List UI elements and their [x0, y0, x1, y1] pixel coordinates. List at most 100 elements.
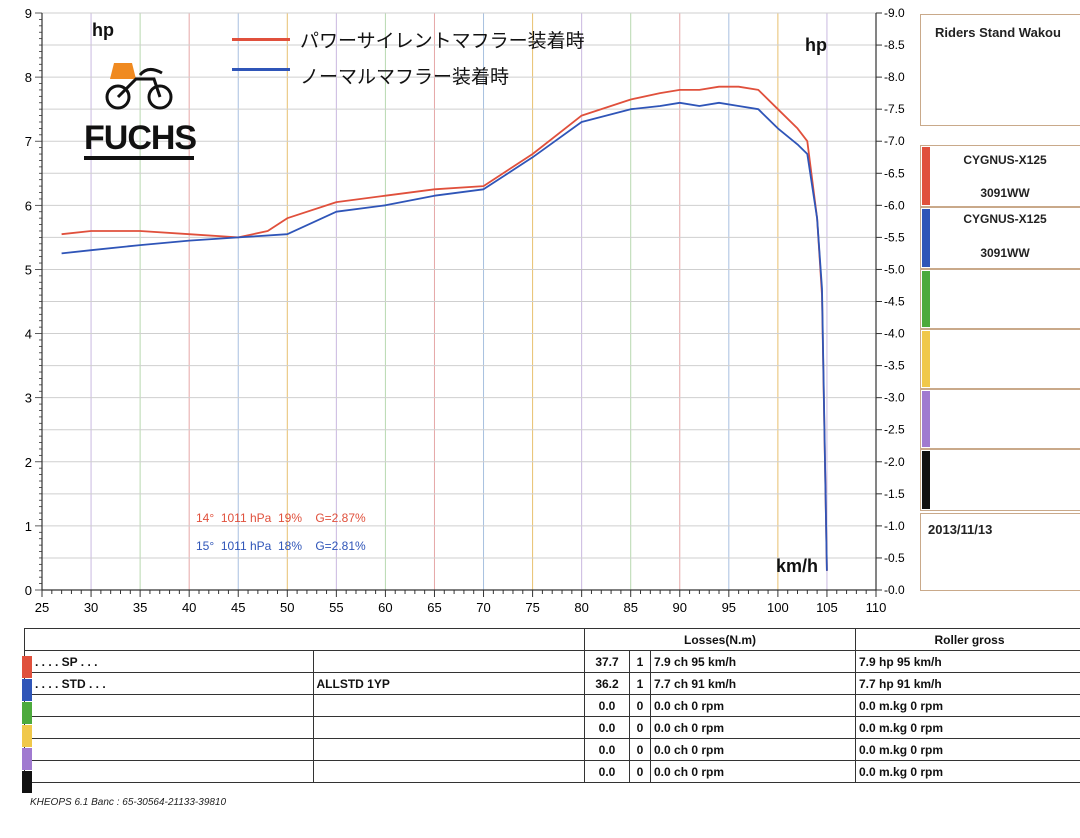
row-note: [312, 650, 585, 673]
row-color-5: [22, 748, 32, 770]
row-loss: 37.7: [584, 650, 630, 673]
vehicle-slot-1: [920, 145, 1080, 207]
svg-text:-1.0: -1.0: [884, 519, 905, 533]
table-row: 0.0 0 0.0 ch 0 rpm 0.0 m.kg 0 rpm: [24, 694, 1080, 717]
svg-text:30: 30: [84, 600, 98, 615]
logo-text: FUCHS: [84, 119, 197, 157]
row-n: 0: [629, 760, 651, 783]
row-roller: 7.9 hp 95 km/h: [855, 650, 1080, 673]
svg-text:-3.5: -3.5: [884, 359, 905, 373]
svg-text:105: 105: [816, 600, 838, 615]
svg-text:-7.5: -7.5: [884, 102, 905, 116]
y-axis-label-left: hp: [92, 20, 114, 40]
motorcycle-icon: [105, 63, 173, 110]
svg-text:-0.0: -0.0: [884, 583, 905, 597]
row-loss: 36.2: [584, 672, 630, 695]
vehicle-slot-2: [920, 207, 1080, 269]
legend-swatch-red: [232, 38, 290, 41]
row-color-2: [22, 679, 32, 701]
row-loss: 0.0: [584, 694, 630, 717]
row-loss: 0.0: [584, 738, 630, 761]
svg-text:-3.0: -3.0: [884, 391, 905, 405]
svg-text:25: 25: [35, 600, 49, 615]
table-row: . . . . SP . . . 37.7 1 7.9 ch 95 km/h 7…: [24, 650, 1080, 673]
row-note: ALLSTD 1YP: [312, 672, 585, 695]
vehicle-model-2: CYGNUS-X125: [963, 212, 1047, 226]
svg-text:60: 60: [378, 600, 392, 615]
row-ch: 0.0 ch 0 rpm: [650, 716, 856, 739]
svg-text:6: 6: [25, 198, 32, 213]
vehicle-slot-6: [920, 449, 1080, 511]
chart-series: [61, 85, 828, 571]
slot-color-3: [922, 271, 930, 327]
svg-text:7: 7: [25, 134, 32, 149]
svg-text:1: 1: [25, 519, 32, 534]
table-row: 0.0 0 0.0 ch 0 rpm 0.0 m.kg 0 rpm: [24, 738, 1080, 761]
row-loss: 0.0: [584, 760, 630, 783]
vehicle-plate-1: 3091WW: [980, 186, 1030, 200]
svg-text:65: 65: [427, 600, 441, 615]
table-row: . . . . STD . . . ALLSTD 1YP 36.2 1 7.7 …: [24, 672, 1080, 695]
row-n: 0: [629, 716, 651, 739]
vehicle-plate-2: 3091WW: [980, 246, 1030, 260]
legend-label-red: パワーサイレントマフラー装着時: [300, 30, 585, 52]
chart-axes: 25 30 35 40 45 50 55 60 65 70 75 80 85 90 95 100 105 1100…: [25, 6, 905, 615]
header-losses: Losses(N.m): [584, 628, 856, 651]
svg-text:-5.0: -5.0: [884, 262, 905, 276]
fuchs-logo: FUCHS: [84, 55, 197, 165]
svg-text:35: 35: [133, 600, 147, 615]
slot-color-2: [922, 209, 930, 267]
row-n: 1: [629, 650, 651, 673]
date-box: [920, 513, 1080, 591]
row-roller: 7.7 hp 91 km/h: [855, 672, 1080, 695]
legend-label-blue: ノーマルマフラー装着時: [300, 66, 510, 88]
row-n: 0: [629, 738, 651, 761]
svg-text:4: 4: [25, 327, 32, 342]
svg-text:-1.5: -1.5: [884, 487, 905, 501]
row-n: 0: [629, 694, 651, 717]
vehicle-model-1: CYGNUS-X125: [963, 153, 1047, 167]
svg-text:-4.0: -4.0: [884, 327, 905, 341]
row-note: [312, 694, 585, 717]
row-ch: 7.9 ch 95 km/h: [650, 650, 856, 673]
results-table: Losses(N.m) Roller gross . . . . SP . . …: [24, 628, 1080, 783]
row-note: [312, 716, 585, 739]
condition-blue: 15° 1011 hPa 18% G=2.81%: [196, 539, 366, 553]
svg-text:-8.5: -8.5: [884, 38, 905, 52]
row-color-4: [22, 725, 32, 747]
svg-text:-9.0: -9.0: [884, 6, 905, 20]
svg-text:-7.0: -7.0: [884, 134, 905, 148]
chart-grid: [41, 12, 877, 591]
svg-text:80: 80: [574, 600, 588, 615]
y-axis-label-right: hp: [805, 35, 827, 55]
row-name: . . . . SP . . .: [24, 650, 314, 673]
shop-name: Riders Stand Wakou: [935, 25, 1061, 40]
svg-text:-5.5: -5.5: [884, 230, 905, 244]
row-ch: 0.0 ch 0 rpm: [650, 738, 856, 761]
svg-text:90: 90: [673, 600, 687, 615]
svg-text:-6.0: -6.0: [884, 198, 905, 212]
svg-text:70: 70: [476, 600, 490, 615]
svg-text:55: 55: [329, 600, 343, 615]
vehicle-slot-4: [920, 329, 1080, 389]
svg-text:9: 9: [25, 6, 32, 21]
row-name: . . . . STD . . .: [24, 672, 314, 695]
test-date: 2013/11/13: [928, 522, 993, 537]
row-n: 1: [629, 672, 651, 695]
svg-text:8: 8: [25, 70, 32, 85]
svg-text:-2.5: -2.5: [884, 423, 905, 437]
svg-text:-6.5: -6.5: [884, 166, 905, 180]
row-note: [312, 738, 585, 761]
x-axis-unit: km/h: [776, 556, 819, 576]
row-roller: 0.0 m.kg 0 rpm: [855, 760, 1080, 783]
table-header-row: Losses(N.m) Roller gross: [24, 628, 1080, 651]
condition-red: 14° 1011 hPa 19% G=2.87%: [196, 511, 366, 525]
row-roller: 0.0 m.kg 0 rpm: [855, 738, 1080, 761]
legend-swatch-blue: [232, 68, 290, 71]
svg-text:40: 40: [182, 600, 196, 615]
row-loss: 0.0: [584, 716, 630, 739]
table-row: 0.0 0 0.0 ch 0 rpm 0.0 m.kg 0 rpm: [24, 716, 1080, 739]
row-name: [24, 760, 314, 783]
svg-text:2: 2: [25, 455, 32, 470]
svg-text:75: 75: [525, 600, 539, 615]
